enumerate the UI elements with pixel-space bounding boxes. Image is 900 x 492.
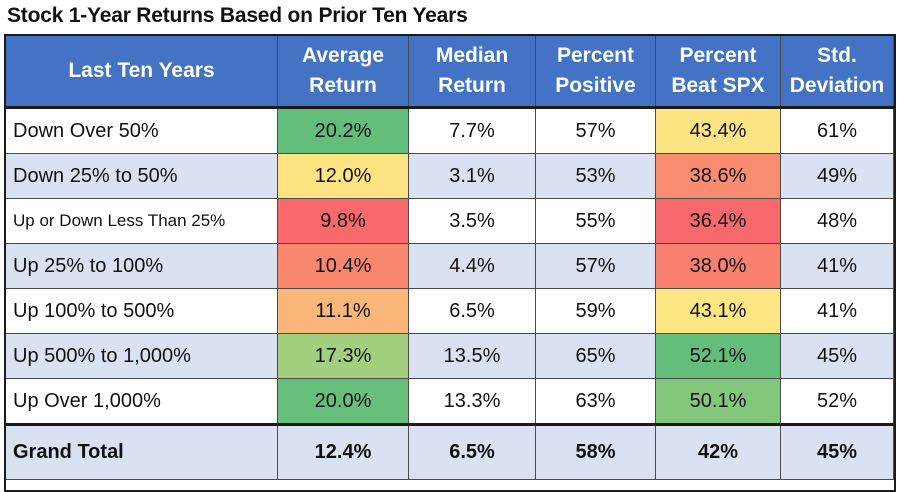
cell-median-return: 3.1% bbox=[408, 153, 536, 199]
row-label: Up or Down Less Than 25% bbox=[5, 198, 278, 244]
cell-median-return: 3.5% bbox=[408, 198, 536, 244]
cell-percent-beat-spx: 38.0% bbox=[655, 243, 781, 289]
cell-percent-beat-spx: 43.4% bbox=[655, 107, 781, 154]
cell-median-return: 6.5% bbox=[408, 288, 536, 334]
grand-total-percent-positive: 58% bbox=[535, 423, 656, 480]
column-header-std-deviation: Std. Deviation bbox=[780, 35, 894, 108]
cell-std-deviation: 61% bbox=[780, 107, 894, 154]
cell-percent-positive: 63% bbox=[535, 378, 656, 425]
chart-title: Stock 1-Year Returns Based on Prior Ten … bbox=[7, 4, 468, 27]
cell-average-return: 20.2% bbox=[277, 107, 409, 154]
cell-percent-positive: 55% bbox=[535, 198, 656, 244]
row-label: Down Over 50% bbox=[5, 107, 278, 154]
table-row: Up 100% to 500% 11.1% 6.5% 59% 43.1% 41% bbox=[5, 288, 894, 334]
column-header-line: Beat SPX bbox=[671, 74, 765, 97]
cell-percent-positive: 53% bbox=[535, 153, 656, 199]
grand-total-median-return: 6.5% bbox=[408, 423, 536, 480]
cell-percent-positive: 65% bbox=[535, 333, 656, 379]
cell-std-deviation: 41% bbox=[780, 288, 894, 334]
cell-average-return: 10.4% bbox=[277, 243, 409, 289]
table-row: Up 500% to 1,000% 17.3% 13.5% 65% 52.1% 45% bbox=[5, 333, 894, 379]
cell-median-return: 13.5% bbox=[408, 333, 536, 379]
header-row: Last Ten Years Average Return Median Ret… bbox=[5, 35, 894, 108]
column-header-line: Median bbox=[435, 44, 509, 68]
grand-total-percent-beat-spx: 42% bbox=[655, 423, 781, 480]
row-label: Down 25% to 50% bbox=[5, 153, 278, 199]
column-header-line: Positive bbox=[555, 74, 636, 97]
column-header-line: Percent bbox=[556, 44, 635, 68]
cell-percent-beat-spx: 43.1% bbox=[655, 288, 781, 334]
column-header-text: Last Ten Years bbox=[68, 59, 215, 83]
cell-percent-positive: 59% bbox=[535, 288, 656, 334]
table-row: Down 25% to 50% 12.0% 3.1% 53% 38.6% 49% bbox=[5, 153, 894, 199]
cell-average-return: 9.8% bbox=[277, 198, 409, 244]
cell-percent-beat-spx: 36.4% bbox=[655, 198, 781, 244]
column-header-line: Percent bbox=[679, 44, 757, 68]
column-header-average-return: Average Return bbox=[277, 35, 409, 108]
cell-percent-beat-spx: 38.6% bbox=[655, 153, 781, 199]
returns-table: Last Ten Years Average Return Median Ret… bbox=[5, 35, 894, 480]
column-header-line: Return bbox=[438, 74, 506, 97]
column-header-median-return: Median Return bbox=[408, 35, 536, 108]
column-header-line: Return bbox=[309, 74, 377, 97]
table-row: Up Over 1,000% 20.0% 13.3% 63% 50.1% 52% bbox=[5, 378, 894, 425]
cell-average-return: 12.0% bbox=[277, 153, 409, 199]
cell-average-return: 11.1% bbox=[277, 288, 409, 334]
table-row: Up or Down Less Than 25% 9.8% 3.5% 55% 36.4%… bbox=[5, 198, 894, 244]
table-row: Up 25% to 100% 10.4% 4.4% 57% 38.0% 41% bbox=[5, 243, 894, 289]
cell-percent-beat-spx: 50.1% bbox=[655, 378, 781, 425]
cell-median-return: 7.7% bbox=[408, 107, 536, 154]
row-label: Up 25% to 100% bbox=[5, 243, 278, 289]
cell-average-return: 20.0% bbox=[277, 378, 409, 425]
cell-percent-positive: 57% bbox=[535, 107, 656, 154]
row-label: Up Over 1,000% bbox=[5, 378, 278, 425]
grand-total-average-return: 12.4% bbox=[277, 423, 409, 480]
cell-median-return: 13.3% bbox=[408, 378, 536, 425]
cell-std-deviation: 45% bbox=[780, 333, 894, 379]
column-header-line: Average bbox=[301, 44, 385, 68]
cell-percent-positive: 57% bbox=[535, 243, 656, 289]
table-body: Down Over 50% 20.2% 7.7% 57% 43.4% 61% Down 25… bbox=[5, 107, 894, 425]
cell-std-deviation: 41% bbox=[780, 243, 894, 289]
cell-std-deviation: 49% bbox=[780, 153, 894, 199]
column-header-line: Deviation bbox=[789, 74, 885, 97]
cell-percent-beat-spx: 52.1% bbox=[655, 333, 781, 379]
grand-total-std-deviation: 45% bbox=[780, 423, 894, 480]
grand-total-label: Grand Total bbox=[5, 423, 278, 480]
column-header-line: Std. bbox=[817, 44, 857, 68]
column-header-percent-positive: Percent Positive bbox=[535, 35, 656, 108]
grand-total-row: Grand Total 12.4% 6.5% 58% 42% 45% bbox=[5, 423, 894, 480]
cell-std-deviation: 52% bbox=[780, 378, 894, 425]
cell-std-deviation: 48% bbox=[780, 198, 894, 244]
cell-median-return: 4.4% bbox=[408, 243, 536, 289]
cell-average-return: 17.3% bbox=[277, 333, 409, 379]
column-header-last-ten-years: Last Ten Years bbox=[5, 35, 278, 108]
table-row: Down Over 50% 20.2% 7.7% 57% 43.4% 61% bbox=[5, 107, 894, 154]
row-label: Up 500% to 1,000% bbox=[5, 333, 278, 379]
column-header-percent-beat-spx: Percent Beat SPX bbox=[655, 35, 781, 108]
row-label: Up 100% to 500% bbox=[5, 288, 278, 334]
